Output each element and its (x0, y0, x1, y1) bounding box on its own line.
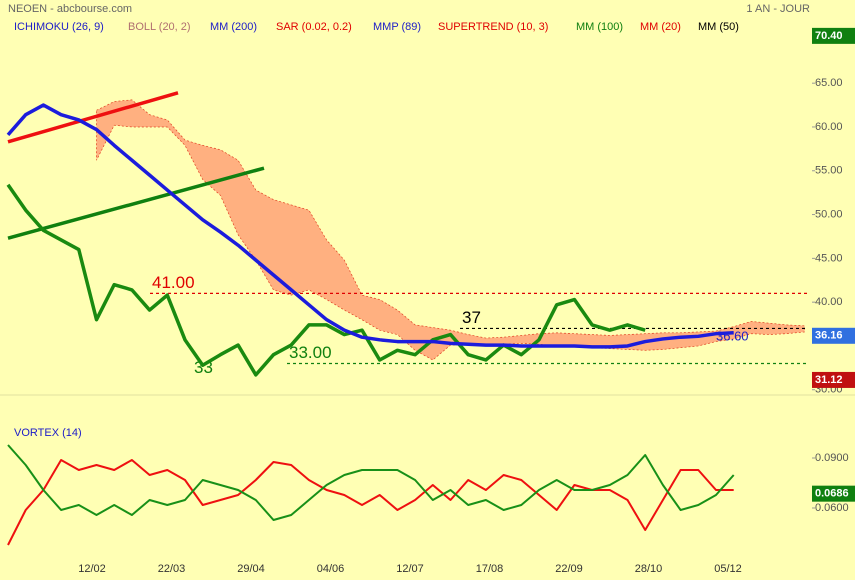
period: 1 AN - JOUR (746, 3, 810, 15)
indicator-label: BOLL (20, 2) (128, 21, 191, 33)
x-tick-label: 12/02 (78, 563, 106, 575)
x-tick-label: 29/04 (237, 563, 265, 575)
series-line (6, 183, 646, 377)
value-badge-label: 36.16 (815, 330, 843, 342)
y-tick-label: 50.00 (815, 208, 843, 220)
series-line (6, 103, 734, 349)
y-tick-label: 40.00 (815, 296, 843, 308)
y-tick-label: 0.0600 (815, 502, 849, 514)
value-badge (812, 327, 855, 344)
indicator-label: MM (100) (576, 21, 623, 33)
chart-title: NEOEN - abcbourse.com (8, 3, 132, 15)
y-tick-label: 55.00 (815, 165, 843, 177)
value-badge (812, 27, 855, 44)
indicator-label: SAR (0.02, 0.2) (276, 21, 352, 33)
x-tick-label: 22/03 (158, 563, 186, 575)
x-tick-label: 12/07 (396, 563, 424, 575)
value-badge-label: 0.0686 (815, 488, 849, 500)
vortex-title: VORTEX (14) (14, 427, 82, 439)
indicator-label: MM (200) (210, 21, 257, 33)
annotation: 36.60 (716, 328, 749, 343)
series-line (7, 444, 735, 521)
y-tick-label: 60.00 (815, 121, 843, 133)
indicator-label: MMP (89) (373, 21, 421, 33)
value-badge (812, 371, 855, 388)
series-line (7, 459, 734, 546)
value-badge (812, 485, 855, 502)
trendline (7, 91, 179, 144)
ichimoku-cloud (96, 99, 805, 361)
x-tick-label: 05/12 (714, 563, 742, 575)
x-tick-label: 22/09 (555, 563, 583, 575)
level-label: 41.00 (152, 273, 195, 292)
level-label: 33.00 (289, 343, 332, 362)
indicator-label: SUPERTREND (10, 3) (438, 21, 548, 33)
x-tick-label: 28/10 (635, 563, 663, 575)
x-tick-label: 04/06 (317, 563, 345, 575)
y-tick-label: 45.00 (815, 252, 843, 264)
y-tick-label: 0.0900 (815, 452, 849, 464)
value-badge-label: 70.40 (815, 30, 843, 42)
y-tick-label: 65.00 (815, 77, 843, 89)
indicator-label: MM (50) (698, 21, 739, 33)
trendline (7, 166, 265, 240)
value-badge-label: 31.12 (815, 374, 843, 386)
indicator-label: MM (20) (640, 21, 681, 33)
indicator-label: ICHIMOKU (26, 9) (14, 21, 104, 33)
x-tick-label: 17/08 (476, 563, 504, 575)
level-label: 37 (462, 308, 481, 327)
